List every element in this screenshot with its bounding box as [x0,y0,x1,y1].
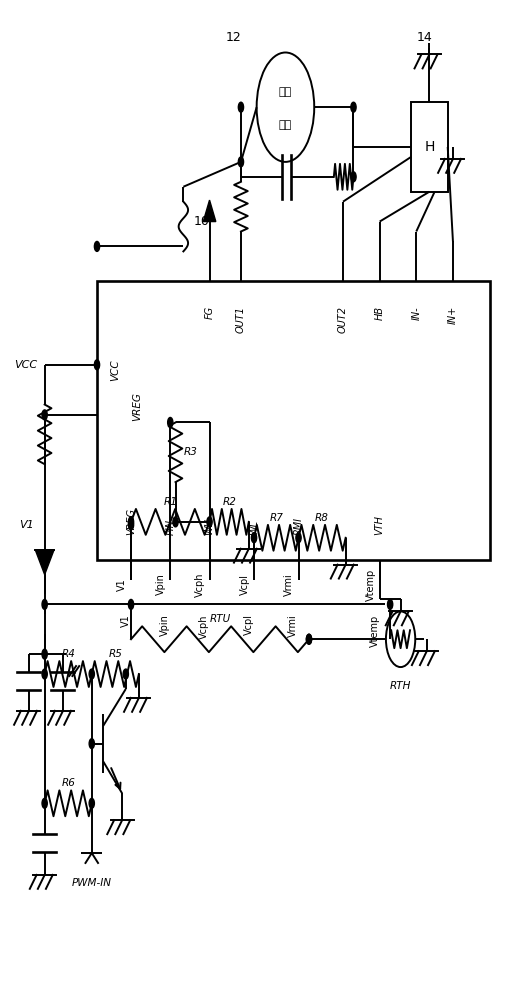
Text: V1: V1 [117,578,127,591]
Circle shape [251,533,257,543]
Text: Vrmi: Vrmi [284,573,294,596]
Circle shape [123,669,129,679]
Circle shape [129,599,134,609]
Text: H: H [424,140,434,154]
Text: OUT1: OUT1 [236,306,246,333]
Circle shape [94,241,99,251]
Text: R7: R7 [269,513,283,523]
Circle shape [129,520,134,530]
Text: R3: R3 [184,447,197,457]
Text: 风扇: 风扇 [279,87,292,97]
Text: Vrmi: Vrmi [288,614,298,637]
Circle shape [351,102,356,112]
Bar [97,281,489,560]
Text: WH: WH [205,518,215,535]
Circle shape [306,634,312,644]
Text: Vtemp: Vtemp [369,614,379,647]
Text: Vpin: Vpin [160,614,170,636]
Polygon shape [203,200,216,222]
Text: 马达: 马达 [279,120,292,130]
Circle shape [89,798,94,808]
Circle shape [351,172,356,182]
Text: Vcph: Vcph [199,614,209,639]
Text: VCC: VCC [110,360,120,381]
Text: VREG: VREG [126,508,136,535]
Text: VTH: VTH [375,515,385,535]
Text: R1: R1 [163,497,177,507]
Text: IN-: IN- [412,306,421,320]
Text: RTH: RTH [390,681,411,691]
Text: IN+: IN+ [448,306,458,324]
Text: Vcpl: Vcpl [244,614,254,635]
Text: R4: R4 [61,649,75,659]
Circle shape [42,410,47,420]
Circle shape [173,517,178,527]
Text: FG: FG [205,306,215,319]
Text: 12: 12 [225,31,241,44]
Text: 10: 10 [194,215,209,228]
Text: HB: HB [375,306,385,320]
Circle shape [42,599,47,609]
Text: RMI: RMI [294,517,304,535]
Circle shape [129,517,134,527]
Circle shape [89,669,94,679]
Circle shape [306,634,312,644]
Polygon shape [35,550,54,575]
Text: R2: R2 [222,497,236,507]
Text: R6: R6 [61,778,75,788]
Text: V1: V1 [121,614,131,627]
Text: VCC: VCC [14,360,37,370]
Text: R8: R8 [315,513,329,523]
Text: Vtemp: Vtemp [366,568,376,601]
Text: WL: WL [249,520,259,535]
Text: Vcpl: Vcpl [240,574,250,595]
Circle shape [239,102,243,112]
Circle shape [168,417,173,427]
Text: RTU: RTU [209,614,231,624]
Text: R5: R5 [108,649,122,659]
Text: V1: V1 [20,520,34,530]
Text: Vpin: Vpin [156,574,166,595]
Circle shape [207,517,212,527]
Circle shape [42,669,47,679]
Circle shape [94,360,99,370]
Text: PWM-IN: PWM-IN [72,878,112,888]
Text: Vcph: Vcph [195,572,205,597]
Text: VREG: VREG [133,392,143,421]
Bar [411,102,448,192]
Text: PIN: PIN [165,519,175,535]
Circle shape [89,739,94,749]
Circle shape [296,533,301,543]
Text: 14: 14 [416,31,432,44]
Circle shape [239,157,243,167]
Circle shape [42,798,47,808]
Circle shape [42,649,47,659]
Circle shape [388,599,393,609]
Text: OUT2: OUT2 [338,306,348,333]
